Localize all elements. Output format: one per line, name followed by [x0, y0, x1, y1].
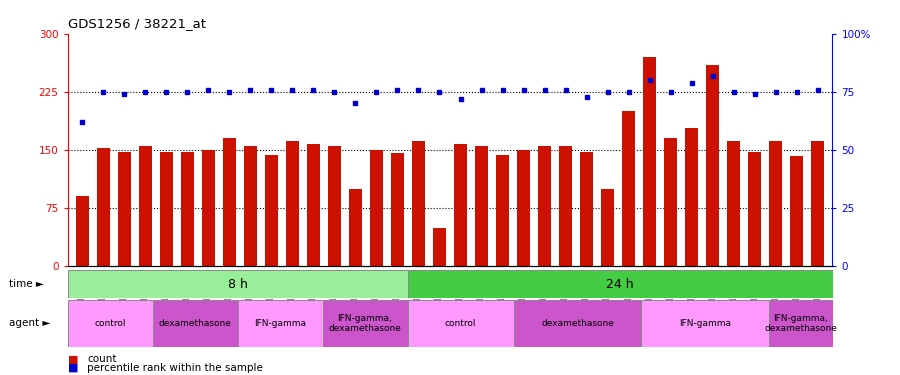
Text: IFN-gamma,
dexamethasone: IFN-gamma, dexamethasone: [328, 314, 401, 333]
Text: control: control: [94, 319, 126, 328]
Bar: [790, 156, 803, 266]
Bar: [559, 146, 572, 266]
Text: IFN-gamma,
dexamethasone: IFN-gamma, dexamethasone: [764, 314, 837, 333]
Text: percentile rank within the sample: percentile rank within the sample: [87, 363, 263, 373]
Text: IFN-gamma: IFN-gamma: [254, 319, 306, 328]
Bar: [68, 270, 408, 298]
Bar: [749, 152, 761, 266]
Bar: [706, 65, 719, 266]
Bar: [518, 150, 530, 266]
Bar: [202, 150, 214, 266]
Text: 24 h: 24 h: [607, 278, 634, 291]
Text: agent ►: agent ►: [9, 318, 50, 328]
Bar: [266, 155, 278, 266]
Bar: [644, 57, 656, 266]
Bar: [454, 144, 467, 266]
Text: count: count: [87, 354, 117, 364]
Bar: [538, 146, 551, 266]
Text: dexamethasone: dexamethasone: [541, 319, 614, 328]
Bar: [392, 153, 404, 266]
Bar: [181, 152, 194, 266]
Bar: [349, 189, 362, 266]
Bar: [68, 300, 152, 347]
Bar: [408, 300, 514, 347]
Bar: [286, 141, 299, 266]
Bar: [641, 300, 769, 347]
Bar: [139, 146, 151, 266]
Bar: [514, 300, 641, 347]
Bar: [475, 146, 488, 266]
Bar: [408, 270, 832, 298]
Bar: [812, 141, 824, 266]
Bar: [622, 111, 634, 266]
Bar: [370, 150, 382, 266]
Bar: [223, 138, 236, 266]
Bar: [152, 300, 238, 347]
Text: control: control: [445, 319, 476, 328]
Bar: [601, 189, 614, 266]
Text: ■: ■: [68, 363, 78, 373]
Bar: [496, 155, 508, 266]
Bar: [328, 146, 341, 266]
Bar: [97, 148, 110, 266]
Bar: [664, 138, 677, 266]
Text: ■: ■: [68, 354, 78, 364]
Bar: [686, 128, 698, 266]
Bar: [727, 141, 740, 266]
Bar: [238, 300, 322, 347]
Text: 8 h: 8 h: [228, 278, 248, 291]
Text: time ►: time ►: [9, 279, 44, 289]
Bar: [118, 152, 130, 266]
Bar: [412, 141, 425, 266]
Text: dexamethasone: dexamethasone: [158, 319, 231, 328]
Bar: [244, 146, 256, 266]
Bar: [433, 228, 446, 266]
Bar: [322, 300, 408, 347]
Bar: [769, 300, 833, 347]
Text: GDS1256 / 38221_at: GDS1256 / 38221_at: [68, 17, 205, 30]
Text: IFN-gamma: IFN-gamma: [679, 319, 731, 328]
Bar: [580, 152, 593, 266]
Bar: [160, 152, 173, 266]
Bar: [307, 144, 320, 266]
Bar: [770, 141, 782, 266]
Bar: [76, 196, 88, 266]
